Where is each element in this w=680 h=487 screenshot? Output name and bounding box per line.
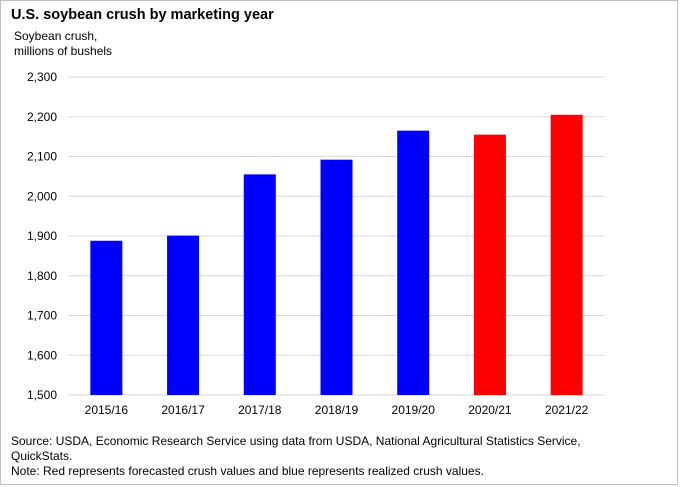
bar-2021-22: [550, 114, 583, 395]
x-tick-label: 2016/17: [161, 403, 205, 417]
bar-2018-19: [320, 159, 353, 395]
y-axis-label: Soybean crush, millions of bushels: [14, 29, 214, 59]
y-axis-label-line-2: millions of bushels: [14, 44, 113, 58]
y-tick-label: 2,100: [27, 150, 57, 164]
source-line-2: QuickStats.: [11, 449, 73, 463]
x-tick-labels: 2015/16 2016/17 2017/18 2018/19 2019/20 2020/…: [85, 403, 589, 417]
bar-2016-17: [167, 235, 200, 395]
chart-title: U.S. soybean crush by marketing year: [11, 7, 274, 23]
y-tick-label: 1,500: [27, 388, 57, 402]
x-tick-label: 2015/16: [85, 403, 129, 417]
bar-2015-16: [90, 240, 123, 395]
y-tick-label: 2,300: [27, 70, 57, 84]
y-tick-label: 2,000: [27, 189, 57, 203]
y-tick-label: 1,700: [27, 309, 57, 323]
x-tick-label: 2018/19: [315, 403, 359, 417]
bar-2017-18: [243, 174, 276, 395]
y-axis-label-line-1: Soybean crush,: [14, 29, 98, 43]
x-tick-label: 2017/18: [238, 403, 282, 417]
source-note: Source: USDA, Economic Research Service …: [11, 434, 671, 479]
y-tick-label: 1,600: [27, 348, 57, 362]
note-line: Note: Red represents forecasted crush va…: [11, 464, 484, 478]
source-line-1: Source: USDA, Economic Research Service …: [11, 434, 581, 448]
y-tick-label: 1,900: [27, 229, 57, 243]
y-tick-label: 1,800: [27, 269, 57, 283]
bars: [90, 114, 583, 395]
x-tick-label: 2019/20: [392, 403, 436, 417]
y-tick-label: 2,200: [27, 110, 57, 124]
bar-2020-21: [473, 134, 506, 395]
y-tick-labels: 1,500 1,600 1,700 1,800 1,900 2,000 2,100 2,200…: [27, 70, 57, 402]
bar-2019-20: [397, 130, 430, 395]
x-tick-label: 2020/21: [468, 403, 512, 417]
x-tick-label: 2021/22: [545, 403, 589, 417]
